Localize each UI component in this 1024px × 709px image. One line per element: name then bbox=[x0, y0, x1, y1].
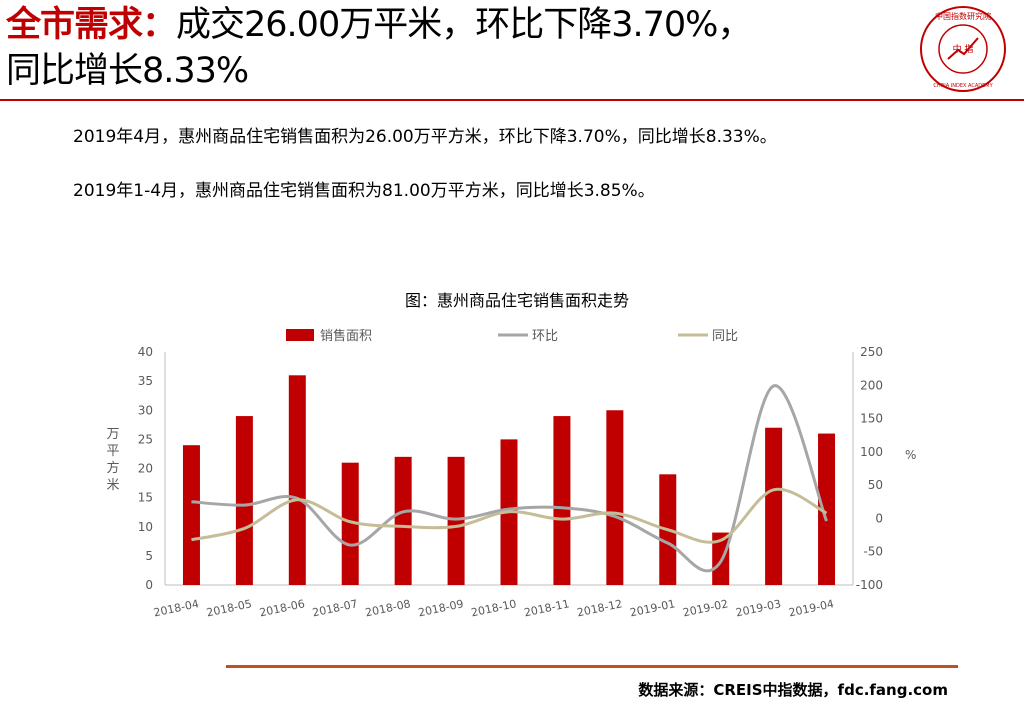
yoy-series-line bbox=[191, 487, 828, 544]
right-tick-label: -100 bbox=[856, 578, 883, 592]
chart-title: 图：惠州商品住宅销售面积走势 bbox=[405, 291, 629, 310]
title-line1: 成交26.00万平米，环比下降3.70%， bbox=[176, 5, 752, 45]
right-tick-label: -50 bbox=[863, 545, 883, 559]
left-tick-label: 30 bbox=[138, 403, 153, 417]
left-tick-label: 15 bbox=[138, 491, 153, 505]
right-tick-label: 100 bbox=[860, 445, 883, 459]
left-tick-label: 35 bbox=[138, 374, 153, 388]
logo-center-text: 中 指 bbox=[953, 43, 974, 55]
left-tick-label: 20 bbox=[138, 462, 153, 476]
left-axis-label-char: 方 bbox=[106, 460, 119, 476]
summary-paragraph-2: 2019年1-4月，惠州商品住宅销售面积为81.00万平方米，同比增长3.85%… bbox=[73, 181, 655, 201]
summary-paragraph-1: 2019年4月，惠州商品住宅销售面积为26.00万平方米，环比下降3.70%，同… bbox=[73, 127, 777, 147]
x-tick-label: 2018-09 bbox=[417, 597, 465, 619]
title-divider bbox=[0, 99, 1024, 101]
right-tick-label: 50 bbox=[868, 478, 883, 492]
right-axis-label: % bbox=[905, 448, 916, 462]
x-tick-label: 2019-03 bbox=[735, 597, 783, 619]
left-axis-label: 万平方米 bbox=[106, 427, 119, 493]
bar-2018-04 bbox=[182, 445, 200, 585]
x-tick-label: 2018-07 bbox=[311, 597, 359, 619]
x-tick-label: 2018-11 bbox=[523, 597, 571, 619]
bar-2019-04 bbox=[818, 433, 836, 585]
bar-2018-09 bbox=[447, 456, 465, 585]
bar-2019-03 bbox=[765, 427, 783, 585]
x-tick-label: 2018-12 bbox=[576, 597, 624, 619]
left-axis-label-char: 米 bbox=[106, 478, 119, 493]
chart-legend: 销售面积 环比 同比 bbox=[286, 328, 738, 344]
x-tick-label: 2018-06 bbox=[258, 597, 306, 619]
bar-2019-02 bbox=[712, 532, 730, 585]
bar-2018-05 bbox=[235, 416, 253, 585]
x-tick-label: 2018-10 bbox=[470, 597, 518, 619]
x-tick-label: 2018-05 bbox=[205, 597, 253, 619]
title-line2: 同比增长8.33% bbox=[6, 51, 249, 91]
left-tick-label: 10 bbox=[138, 520, 153, 534]
right-axis-ticks: -100 -50 0 50 100 150 200 250 bbox=[856, 345, 883, 592]
bar-2018-11 bbox=[553, 416, 571, 585]
bar-2018-12 bbox=[606, 410, 624, 585]
left-axis-label-char: 万 bbox=[106, 427, 119, 442]
footer-divider bbox=[226, 665, 958, 668]
data-source: 数据来源：CREIS中指数据，fdc.fang.com bbox=[638, 681, 948, 699]
right-tick-label: 200 bbox=[860, 378, 883, 392]
logo-bottom-text: CHINA INDEX ACADEMY bbox=[933, 83, 993, 89]
logo-top-text: 中国指数研究院 bbox=[935, 11, 991, 21]
legend-label-bar: 销售面积 bbox=[320, 328, 372, 344]
bar-2018-06 bbox=[288, 375, 306, 585]
china-index-academy-logo: 中国指数研究院 中 指 CHINA INDEX ACADEMY bbox=[920, 6, 1006, 92]
left-tick-label: 40 bbox=[138, 345, 153, 359]
legend-label-yoy: 同比 bbox=[712, 329, 738, 344]
x-axis-ticks: 2018-04 2018-05 2018-06 2018-07 2018-08 2018-… bbox=[152, 597, 835, 619]
bar-series bbox=[182, 375, 836, 585]
left-tick-label: 5 bbox=[145, 549, 153, 563]
x-tick-label: 2018-08 bbox=[364, 597, 412, 619]
page-title: 全市需求：成交26.00万平米，环比下降3.70%， 同比增长8.33% bbox=[6, 2, 906, 94]
left-tick-label: 25 bbox=[138, 432, 153, 446]
right-tick-label: 0 bbox=[875, 511, 883, 525]
left-axis-label-char: 平 bbox=[106, 444, 119, 459]
left-axis-ticks: 0 5 10 15 20 25 30 35 40 bbox=[138, 345, 153, 592]
x-tick-label: 2019-01 bbox=[629, 597, 677, 619]
title-highlight: 全市需求： bbox=[6, 5, 177, 45]
bar-2018-08 bbox=[394, 456, 412, 585]
x-tick-label: 2018-04 bbox=[152, 597, 200, 619]
right-tick-label: 150 bbox=[860, 412, 883, 426]
right-tick-label: 250 bbox=[860, 345, 883, 359]
legend-label-mom: 环比 bbox=[532, 329, 558, 344]
x-tick-label: 2019-02 bbox=[682, 597, 730, 619]
legend-swatch-bar bbox=[286, 329, 314, 341]
left-tick-label: 0 bbox=[145, 578, 153, 592]
x-tick-label: 2019-04 bbox=[787, 597, 835, 619]
bar-2018-07 bbox=[341, 462, 359, 585]
mom-series-line bbox=[191, 384, 828, 573]
